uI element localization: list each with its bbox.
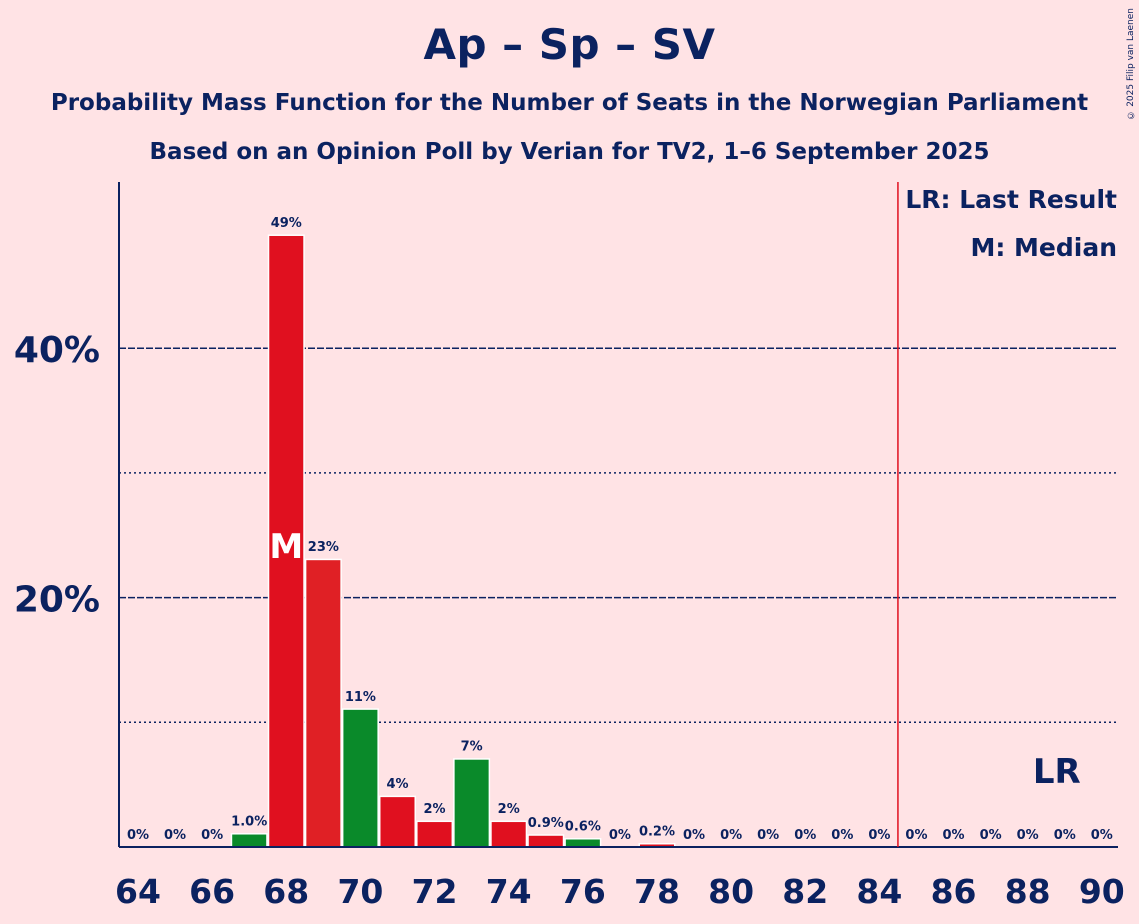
bar-value-label: 0% — [905, 828, 927, 843]
bar-value-label: 0% — [794, 828, 816, 843]
bar-value-label: 11% — [345, 690, 376, 705]
bar-value-label: 0% — [1054, 828, 1076, 843]
bar-value-label: 2% — [498, 802, 520, 817]
bar-value-label: 0% — [1091, 828, 1113, 843]
last-result-marker: LR — [1033, 752, 1081, 792]
chart-title: Ap – Sp – SV — [423, 20, 716, 69]
bar-seat-68 — [269, 235, 304, 848]
bar-value-label: 49% — [271, 216, 302, 231]
x-tick-label: 72 — [412, 872, 458, 911]
y-tick-label: 20% — [14, 580, 100, 621]
y-tick-label: 40% — [14, 330, 100, 371]
bar-seat-72 — [417, 822, 452, 847]
bar-value-label: 1.0% — [231, 815, 267, 830]
bar-value-label: 0% — [201, 828, 223, 843]
bar-value-label: 0% — [720, 828, 742, 843]
x-tick-label: 84 — [856, 872, 902, 911]
bar-seat-70 — [343, 709, 378, 847]
bar-value-label: 0% — [1017, 828, 1039, 843]
bar-seat-78 — [639, 844, 674, 847]
bar-value-label: 0% — [609, 828, 631, 843]
x-tick-label: 64 — [115, 872, 161, 911]
bar-seat-73 — [454, 759, 489, 847]
chart-source-line: Based on an Opinion Poll by Verian for T… — [149, 139, 990, 165]
bar-value-label: 0% — [980, 828, 1002, 843]
bar-value-label: 0% — [831, 828, 853, 843]
bar-value-label: 0% — [127, 828, 149, 843]
x-tick-label: 82 — [782, 872, 828, 911]
bar-seat-67 — [232, 834, 267, 847]
median-marker: M — [269, 527, 303, 567]
bar-value-label: 7% — [461, 740, 483, 755]
x-tick-label: 70 — [337, 872, 383, 911]
bar-value-label: 0.2% — [639, 825, 675, 840]
bar-value-label: 0.6% — [565, 820, 601, 835]
bar-value-label: 0% — [683, 828, 705, 843]
x-tick-label: 66 — [189, 872, 235, 911]
x-tick-label: 80 — [708, 872, 754, 911]
bar-value-label: 0% — [943, 828, 965, 843]
x-tick-label: 68 — [263, 872, 309, 911]
x-tick-label: 90 — [1079, 872, 1125, 911]
x-tick-label: 78 — [634, 872, 680, 911]
bar-value-label: 0% — [164, 828, 186, 843]
bar-seat-75 — [528, 835, 563, 847]
bar-seat-71 — [380, 797, 415, 847]
bar-value-label: 4% — [386, 777, 408, 792]
x-tick-label: 86 — [931, 872, 977, 911]
bar-seat-74 — [491, 822, 526, 847]
legend-median: M: Median — [970, 233, 1117, 262]
bar-seat-69 — [306, 560, 341, 847]
bar-seat-76 — [565, 839, 600, 847]
bar-value-label: 2% — [424, 802, 446, 817]
bar-value-label: 0% — [757, 828, 779, 843]
x-tick-label: 76 — [560, 872, 606, 911]
legend-last-result: LR: Last Result — [905, 185, 1117, 214]
bar-value-label: 0.9% — [528, 816, 564, 831]
bar-value-label: 23% — [308, 540, 339, 555]
bar-value-label: 0% — [868, 828, 890, 843]
chart-subtitle: Probability Mass Function for the Number… — [50, 90, 1089, 116]
x-tick-label: 74 — [486, 872, 532, 911]
x-tick-label: 88 — [1005, 872, 1051, 911]
